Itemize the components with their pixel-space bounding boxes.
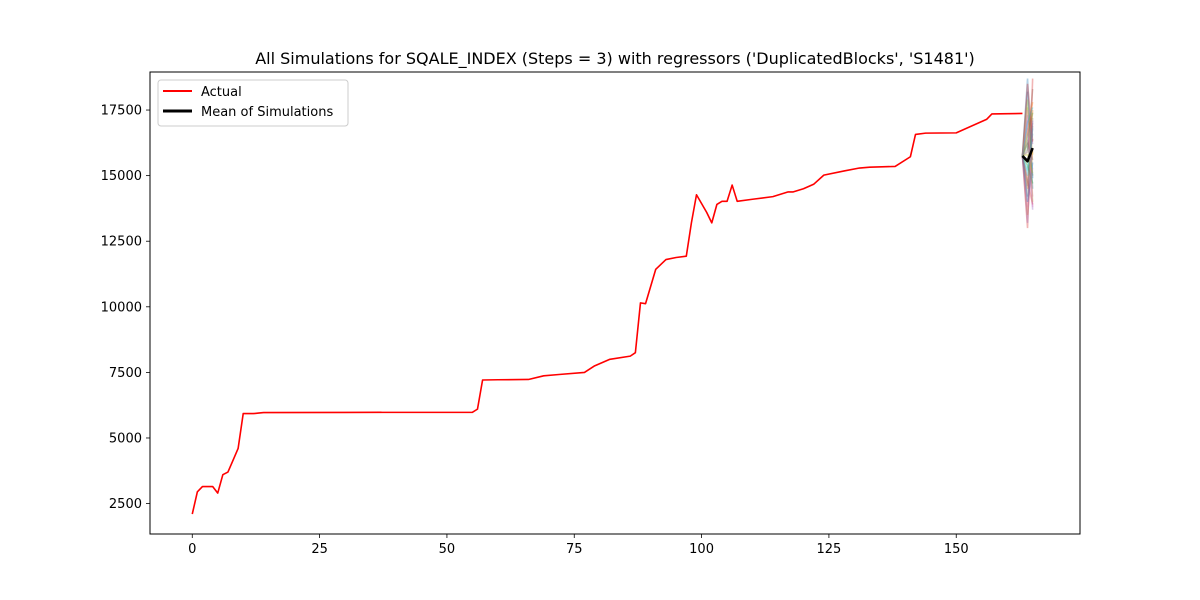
y-tick-label: 10000 — [101, 300, 142, 315]
y-tick-label: 7500 — [109, 366, 142, 381]
y-tick-label: 5000 — [109, 431, 142, 446]
x-tick-label: 25 — [311, 542, 328, 557]
simulation-line — [1021, 128, 1034, 176]
simulation-line — [1021, 99, 1034, 202]
legend-box — [157, 79, 349, 127]
simulation-line — [1021, 107, 1034, 157]
series-line-mean — [1021, 147, 1034, 163]
simulation-line — [1021, 155, 1034, 205]
simulation-line — [1021, 120, 1034, 210]
y-tick-label: 15000 — [101, 169, 142, 184]
simulation-line — [1021, 155, 1034, 208]
simulation-line — [1021, 128, 1034, 197]
x-tick-label: 0 — [188, 542, 196, 557]
x-tick-label: 75 — [566, 542, 583, 557]
legend: Actual Mean of Simulations — [157, 79, 349, 127]
x-axis: 0 25 50 75 100 125 150 — [188, 534, 969, 557]
x-tick-label: 50 — [439, 542, 456, 557]
simulation-line — [1021, 117, 1034, 197]
simulation-line — [1021, 78, 1034, 229]
simulation-line — [1021, 141, 1034, 176]
simulation-line — [1021, 91, 1034, 189]
x-tick-label: 125 — [816, 542, 841, 557]
y-axis: 2500 5000 7500 10000 12500 15000 17500 — [101, 104, 150, 512]
x-tick-label: 150 — [944, 542, 969, 557]
simulation-line — [1021, 109, 1034, 208]
x-tick-label: 100 — [689, 542, 714, 557]
simulation-line — [1021, 123, 1034, 157]
simulation-line — [1021, 102, 1034, 157]
simulation-line — [1021, 155, 1034, 202]
legend-label-mean: Mean of Simulations — [201, 105, 333, 120]
simulation-line — [1021, 78, 1034, 179]
y-tick-label: 17500 — [101, 104, 142, 119]
simulation-line — [1022, 153, 1034, 174]
simulation-lines — [1021, 78, 1034, 229]
simulation-line — [1021, 112, 1034, 157]
simulation-line — [1021, 83, 1034, 157]
simulation-line — [1021, 115, 1034, 157]
y-tick-label: 12500 — [101, 235, 142, 250]
plot-frame — [149, 71, 1081, 535]
simulation-line — [1021, 125, 1034, 187]
simulation-line — [1021, 133, 1034, 171]
simulation-line — [1021, 149, 1034, 216]
series-lines — [191, 112, 1034, 515]
legend-label-actual: Actual — [201, 85, 242, 100]
chart-title: All Simulations for SQALE_INDEX (Steps =… — [255, 49, 975, 69]
series-line-actual — [191, 112, 1023, 515]
simulation-line — [1021, 109, 1034, 189]
simulation-line — [1021, 107, 1034, 157]
simulation-line — [1021, 88, 1034, 157]
y-tick-label: 2500 — [109, 497, 142, 512]
